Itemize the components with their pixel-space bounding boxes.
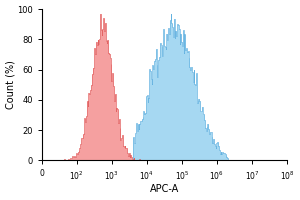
Y-axis label: Count (%): Count (%) — [6, 60, 16, 109]
X-axis label: APC-A: APC-A — [150, 184, 179, 194]
